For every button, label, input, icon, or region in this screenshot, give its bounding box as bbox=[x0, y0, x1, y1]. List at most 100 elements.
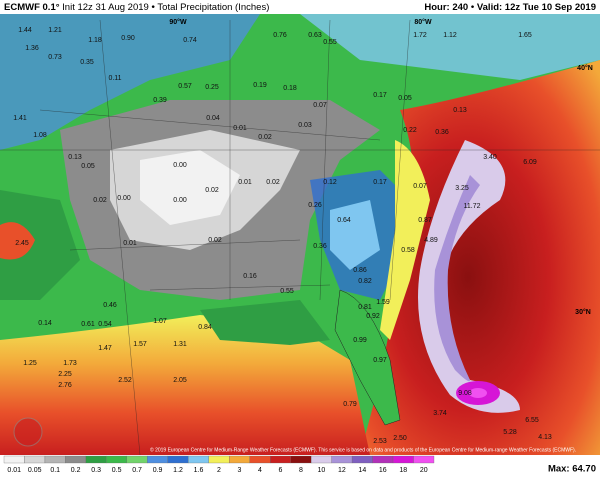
colorbar-swatch bbox=[85, 455, 107, 464]
precip-label: 0.64 bbox=[337, 217, 351, 224]
colorbar-swatch bbox=[3, 455, 25, 464]
precip-label: 4.89 bbox=[424, 237, 438, 244]
precip-label: 2.52 bbox=[118, 377, 132, 384]
precip-label: 0.22 bbox=[403, 127, 417, 134]
precip-label: 1.57 bbox=[133, 341, 147, 348]
precip-label: 0.18 bbox=[283, 85, 297, 92]
precip-label: 0.00 bbox=[173, 162, 187, 169]
precip-label: 0.84 bbox=[198, 324, 212, 331]
colorbar-swatch bbox=[249, 455, 271, 464]
valid: Valid: 12z Tue 10 Sep 2019 bbox=[477, 2, 596, 13]
header-left: ECMWF 0.1° Init 12z 31 Aug 2019 • Total … bbox=[4, 2, 269, 13]
colorbar-swatch bbox=[351, 455, 373, 464]
precip-label: 0.87 bbox=[418, 217, 432, 224]
precip-label: 0.54 bbox=[98, 321, 112, 328]
precip-label: 0.25 bbox=[205, 84, 219, 91]
precip-label: 0.02 bbox=[93, 197, 107, 204]
precip-label: 4.13 bbox=[538, 434, 552, 441]
colorbar-label: 0.7 bbox=[132, 467, 142, 474]
precip-label: 0.17 bbox=[373, 92, 387, 99]
precip-label: 0.02 bbox=[258, 134, 272, 141]
colorbar-label: 18 bbox=[399, 467, 407, 474]
colorbar-label: 0.3 bbox=[91, 467, 101, 474]
precip-label: 0.00 bbox=[173, 197, 187, 204]
precip-label: 0.14 bbox=[38, 320, 52, 327]
precip-label: 1.07 bbox=[153, 318, 167, 325]
colorbar-label: 0.1 bbox=[50, 467, 60, 474]
precip-label: 0.79 bbox=[343, 401, 357, 408]
precip-label: 0.97 bbox=[373, 357, 387, 364]
precip-label: 0.35 bbox=[80, 59, 94, 66]
precip-label: 6.09 bbox=[523, 159, 537, 166]
grid-label: 80°W bbox=[414, 18, 432, 26]
precip-label: 0.58 bbox=[401, 247, 415, 254]
precip-label: 2.76 bbox=[58, 382, 72, 389]
header-bar bbox=[0, 0, 600, 14]
colorbar-label: 0.2 bbox=[71, 467, 81, 474]
grid-label: 90°W bbox=[169, 18, 187, 26]
colorbar-label: 12 bbox=[338, 467, 346, 474]
precip-label: 0.03 bbox=[298, 122, 312, 129]
precip-label: 1.72 bbox=[413, 32, 427, 39]
precip-label: 0.36 bbox=[313, 243, 327, 250]
precip-label: 0.99 bbox=[353, 337, 367, 344]
colorbar-label: 8 bbox=[299, 467, 303, 474]
precip-label: 0.26 bbox=[308, 202, 322, 209]
precip-label: 0.12 bbox=[323, 179, 337, 186]
precip-label: 0.57 bbox=[178, 83, 192, 90]
colorbar-swatch bbox=[188, 455, 209, 464]
max-value: Max: 64.70 bbox=[548, 464, 596, 475]
precip-label: 0.02 bbox=[205, 187, 219, 194]
colorbar-swatch bbox=[44, 455, 66, 464]
precip-label: 2.05 bbox=[173, 377, 187, 384]
model: ECMWF 0.1° bbox=[4, 2, 60, 13]
colorbar-swatch bbox=[310, 455, 332, 464]
precip-label: 3.74 bbox=[433, 410, 447, 417]
colorbar-swatch bbox=[290, 455, 312, 464]
precip-label: 1.18 bbox=[88, 37, 102, 44]
precip-label: 1.31 bbox=[173, 341, 187, 348]
map-labels: 90°W 80°W 40°N 30°N 1.44 1.21 1.18 0.90 0.74 0.76… bbox=[13, 18, 593, 445]
precip-label: 0.01 bbox=[123, 240, 137, 247]
precip-label: 9.08 bbox=[458, 390, 472, 397]
grid-label: 30°N bbox=[575, 308, 591, 316]
colorbar-label: 1.6 bbox=[194, 467, 204, 474]
precip-label: 0.76 bbox=[273, 32, 287, 39]
precip-label: 0.01 bbox=[233, 125, 247, 132]
colorbar-label: 10 bbox=[317, 467, 325, 474]
precip-label: 3.25 bbox=[455, 185, 469, 192]
precip-label: 1.21 bbox=[48, 27, 62, 34]
precip-label: 11.72 bbox=[464, 203, 481, 210]
precip-label: 0.05 bbox=[398, 95, 412, 102]
precip-label: 0.81 bbox=[358, 304, 372, 311]
colorbar-swatch bbox=[372, 455, 394, 464]
colorbar-label: 4 bbox=[258, 467, 262, 474]
colorbar-swatch bbox=[270, 455, 291, 464]
colorbar-swatch bbox=[331, 455, 353, 464]
precip-label: 5.28 bbox=[503, 429, 517, 436]
colorbar-label: 0.5 bbox=[112, 467, 122, 474]
precip-label: 3.40 bbox=[483, 154, 497, 161]
precip-label: 0.02 bbox=[208, 237, 222, 244]
colorbar-label: 14 bbox=[358, 467, 366, 474]
colorbar-label: 1.2 bbox=[173, 467, 183, 474]
colorbar-swatch bbox=[106, 455, 128, 464]
precip-label: 1.41 bbox=[13, 115, 27, 122]
precip-label: 1.36 bbox=[25, 45, 39, 52]
precip-label: 2.50 bbox=[393, 435, 407, 442]
header-right: Hour: 240 • Valid: 12z Tue 10 Sep 2019 bbox=[424, 2, 596, 13]
precip-label: 0.82 bbox=[358, 278, 372, 285]
precip-label: 0.02 bbox=[266, 179, 280, 186]
colorbar-label: 0.9 bbox=[153, 467, 163, 474]
colorbar-swatch bbox=[167, 455, 189, 464]
colorbar-label: 0.01 bbox=[7, 467, 21, 474]
colorbar-label: 3 bbox=[238, 467, 242, 474]
hour: Hour: 240 bbox=[424, 2, 468, 13]
precip-label: 0.55 bbox=[323, 39, 337, 46]
precip-label: 0.13 bbox=[453, 107, 467, 114]
precip-label: 0.39 bbox=[153, 97, 167, 104]
colorbar: 0.01 0.05 0.1 0.2 0.3 0.5 0.7 0.9 1.2 1.6 2 3 4 6 8 10 1… bbox=[3, 455, 435, 474]
colorbar-swatch bbox=[229, 455, 250, 464]
precip-label: 2.53 bbox=[373, 438, 387, 445]
